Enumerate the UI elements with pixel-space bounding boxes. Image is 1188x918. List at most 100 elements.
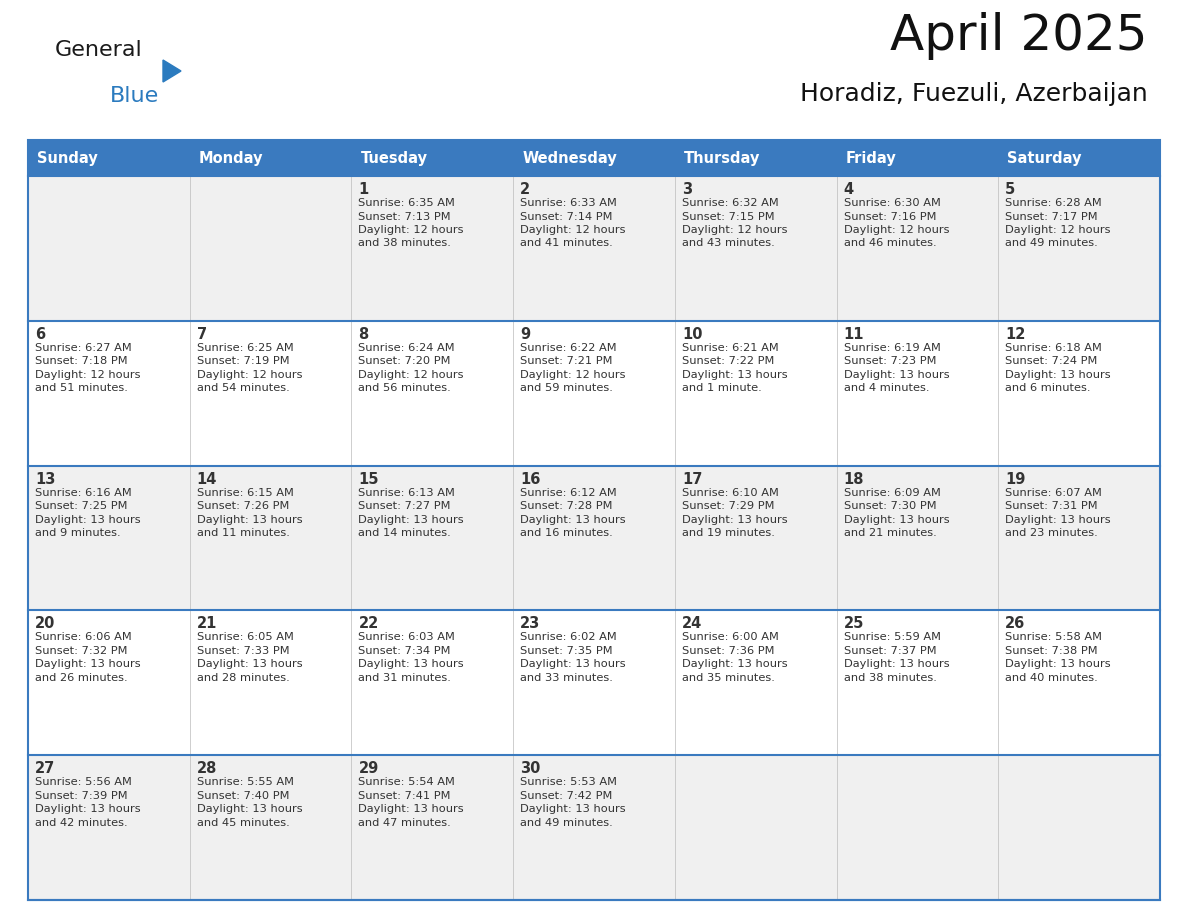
Text: Daylight: 13 hours: Daylight: 13 hours: [1005, 370, 1111, 380]
Text: 2: 2: [520, 182, 530, 197]
Text: and 38 minutes.: and 38 minutes.: [359, 239, 451, 249]
Text: Daylight: 13 hours: Daylight: 13 hours: [359, 804, 465, 814]
Text: Sunrise: 6:12 AM: Sunrise: 6:12 AM: [520, 487, 617, 498]
Text: Daylight: 13 hours: Daylight: 13 hours: [843, 370, 949, 380]
Text: Sunset: 7:18 PM: Sunset: 7:18 PM: [34, 356, 127, 366]
Text: 3: 3: [682, 182, 691, 197]
Text: and 51 minutes.: and 51 minutes.: [34, 384, 128, 393]
Text: and 47 minutes.: and 47 minutes.: [359, 818, 451, 828]
Text: Sunset: 7:36 PM: Sunset: 7:36 PM: [682, 646, 775, 655]
Text: Sunrise: 6:03 AM: Sunrise: 6:03 AM: [359, 633, 455, 643]
Text: and 54 minutes.: and 54 minutes.: [197, 384, 290, 393]
Text: Blue: Blue: [110, 86, 159, 106]
Text: Saturday: Saturday: [1007, 151, 1082, 165]
Text: Daylight: 13 hours: Daylight: 13 hours: [682, 515, 788, 524]
Bar: [998, 465, 1159, 610]
Text: 10: 10: [682, 327, 702, 341]
Text: Sunset: 7:27 PM: Sunset: 7:27 PM: [359, 501, 451, 511]
Bar: [998, 756, 1159, 900]
Text: Daylight: 13 hours: Daylight: 13 hours: [197, 515, 302, 524]
Text: Sunrise: 6:05 AM: Sunrise: 6:05 AM: [197, 633, 293, 643]
Text: 26: 26: [1005, 616, 1025, 632]
Bar: [190, 176, 352, 320]
Text: and 35 minutes.: and 35 minutes.: [682, 673, 775, 683]
Text: Sunrise: 6:27 AM: Sunrise: 6:27 AM: [34, 342, 132, 353]
Text: Sunrise: 6:15 AM: Sunrise: 6:15 AM: [197, 487, 293, 498]
Text: Sunrise: 6:10 AM: Sunrise: 6:10 AM: [682, 487, 778, 498]
Bar: [836, 465, 998, 610]
Bar: [513, 465, 675, 610]
Text: Daylight: 12 hours: Daylight: 12 hours: [520, 370, 626, 380]
Text: Sunset: 7:39 PM: Sunset: 7:39 PM: [34, 790, 127, 800]
Text: Daylight: 13 hours: Daylight: 13 hours: [197, 804, 302, 814]
Bar: [29, 140, 190, 176]
Text: 1: 1: [359, 182, 368, 197]
Text: Daylight: 13 hours: Daylight: 13 hours: [843, 515, 949, 524]
Text: Sunrise: 6:30 AM: Sunrise: 6:30 AM: [843, 198, 941, 208]
Bar: [998, 610, 1159, 756]
Text: Daylight: 13 hours: Daylight: 13 hours: [682, 659, 788, 669]
Text: and 9 minutes.: and 9 minutes.: [34, 528, 121, 538]
Text: Sunset: 7:25 PM: Sunset: 7:25 PM: [34, 501, 127, 511]
Text: and 21 minutes.: and 21 minutes.: [843, 528, 936, 538]
Text: Sunset: 7:24 PM: Sunset: 7:24 PM: [1005, 356, 1098, 366]
Bar: [190, 610, 352, 756]
Text: 4: 4: [843, 182, 854, 197]
Text: and 46 minutes.: and 46 minutes.: [843, 239, 936, 249]
Text: Sunset: 7:42 PM: Sunset: 7:42 PM: [520, 790, 613, 800]
Text: Sunset: 7:41 PM: Sunset: 7:41 PM: [359, 790, 451, 800]
Polygon shape: [163, 60, 181, 82]
Bar: [675, 465, 836, 610]
Bar: [513, 176, 675, 320]
Text: 6: 6: [34, 327, 45, 341]
Text: Sunrise: 6:09 AM: Sunrise: 6:09 AM: [843, 487, 941, 498]
Text: 20: 20: [34, 616, 56, 632]
Bar: [675, 610, 836, 756]
Text: 9: 9: [520, 327, 530, 341]
Text: Daylight: 12 hours: Daylight: 12 hours: [843, 225, 949, 235]
Text: 28: 28: [197, 761, 217, 777]
Text: 21: 21: [197, 616, 217, 632]
Text: Sunset: 7:29 PM: Sunset: 7:29 PM: [682, 501, 775, 511]
Text: Sunrise: 6:16 AM: Sunrise: 6:16 AM: [34, 487, 132, 498]
Text: Sunrise: 5:59 AM: Sunrise: 5:59 AM: [843, 633, 941, 643]
Bar: [675, 320, 836, 465]
Text: Wednesday: Wednesday: [523, 151, 617, 165]
Text: Sunrise: 5:54 AM: Sunrise: 5:54 AM: [359, 778, 455, 788]
Bar: [836, 610, 998, 756]
Text: and 49 minutes.: and 49 minutes.: [520, 818, 613, 828]
Text: Sunset: 7:37 PM: Sunset: 7:37 PM: [843, 646, 936, 655]
Text: and 38 minutes.: and 38 minutes.: [843, 673, 936, 683]
Text: Sunrise: 6:35 AM: Sunrise: 6:35 AM: [359, 198, 455, 208]
Text: Sunset: 7:23 PM: Sunset: 7:23 PM: [843, 356, 936, 366]
Text: Daylight: 13 hours: Daylight: 13 hours: [520, 804, 626, 814]
Text: and 41 minutes.: and 41 minutes.: [520, 239, 613, 249]
Text: Daylight: 13 hours: Daylight: 13 hours: [359, 515, 465, 524]
Bar: [513, 610, 675, 756]
Text: Monday: Monday: [198, 151, 264, 165]
Text: 17: 17: [682, 472, 702, 487]
Text: 13: 13: [34, 472, 56, 487]
Text: Sunset: 7:34 PM: Sunset: 7:34 PM: [359, 646, 451, 655]
Text: Sunrise: 6:24 AM: Sunrise: 6:24 AM: [359, 342, 455, 353]
Text: and 28 minutes.: and 28 minutes.: [197, 673, 290, 683]
Bar: [352, 610, 513, 756]
Text: 11: 11: [843, 327, 864, 341]
Text: 8: 8: [359, 327, 368, 341]
Text: Sunrise: 6:33 AM: Sunrise: 6:33 AM: [520, 198, 617, 208]
Bar: [29, 176, 190, 320]
Text: and 49 minutes.: and 49 minutes.: [1005, 239, 1098, 249]
Bar: [998, 176, 1159, 320]
Bar: [29, 140, 1159, 900]
Text: Sunday: Sunday: [37, 151, 97, 165]
Bar: [836, 176, 998, 320]
Bar: [998, 320, 1159, 465]
Text: Sunset: 7:21 PM: Sunset: 7:21 PM: [520, 356, 613, 366]
Text: Daylight: 12 hours: Daylight: 12 hours: [682, 225, 788, 235]
Bar: [675, 756, 836, 900]
Text: 25: 25: [843, 616, 864, 632]
Text: Daylight: 13 hours: Daylight: 13 hours: [359, 659, 465, 669]
Text: Horadiz, Fuezuli, Azerbaijan: Horadiz, Fuezuli, Azerbaijan: [801, 82, 1148, 106]
Text: Tuesday: Tuesday: [360, 151, 428, 165]
Text: and 40 minutes.: and 40 minutes.: [1005, 673, 1098, 683]
